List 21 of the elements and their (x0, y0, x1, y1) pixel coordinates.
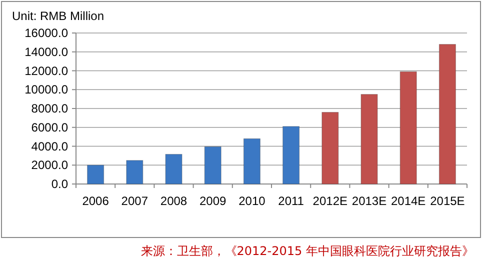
y-axis-title: Unit: RMB Million (12, 9, 104, 23)
y-tick-label: 8000.0 (31, 102, 68, 116)
y-tick-label: 4000.0 (31, 139, 68, 154)
x-tick-label: 2014E (391, 194, 426, 208)
x-tick-label: 2008 (160, 194, 188, 208)
y-tick-label: 10000.0 (24, 82, 68, 97)
x-tick-label: 2012E (312, 194, 348, 208)
x-tick-label: 2013E (352, 194, 387, 208)
y-tick-label: 14000.0 (24, 44, 68, 59)
y-tick-label: 6000.0 (31, 120, 68, 134)
y-tick-label: 2000.0 (31, 158, 68, 172)
x-tick-label: 2006 (82, 194, 110, 208)
source-note: 来源：卫生部，《2012-2015 年中国眼科医院行业研究报告》 (140, 244, 474, 258)
x-tick-label: 2015E (430, 194, 465, 208)
y-tick-label: 16000.0 (24, 26, 68, 40)
x-tick-label: 2009 (200, 194, 227, 208)
y-tick-label: 12000.0 (24, 64, 68, 78)
x-tick-label: 2011 (278, 194, 304, 208)
x-tick-label: 2007 (121, 194, 148, 208)
y-tick-label: 0.0 (51, 177, 68, 191)
x-tick-label: 2010 (238, 194, 266, 208)
